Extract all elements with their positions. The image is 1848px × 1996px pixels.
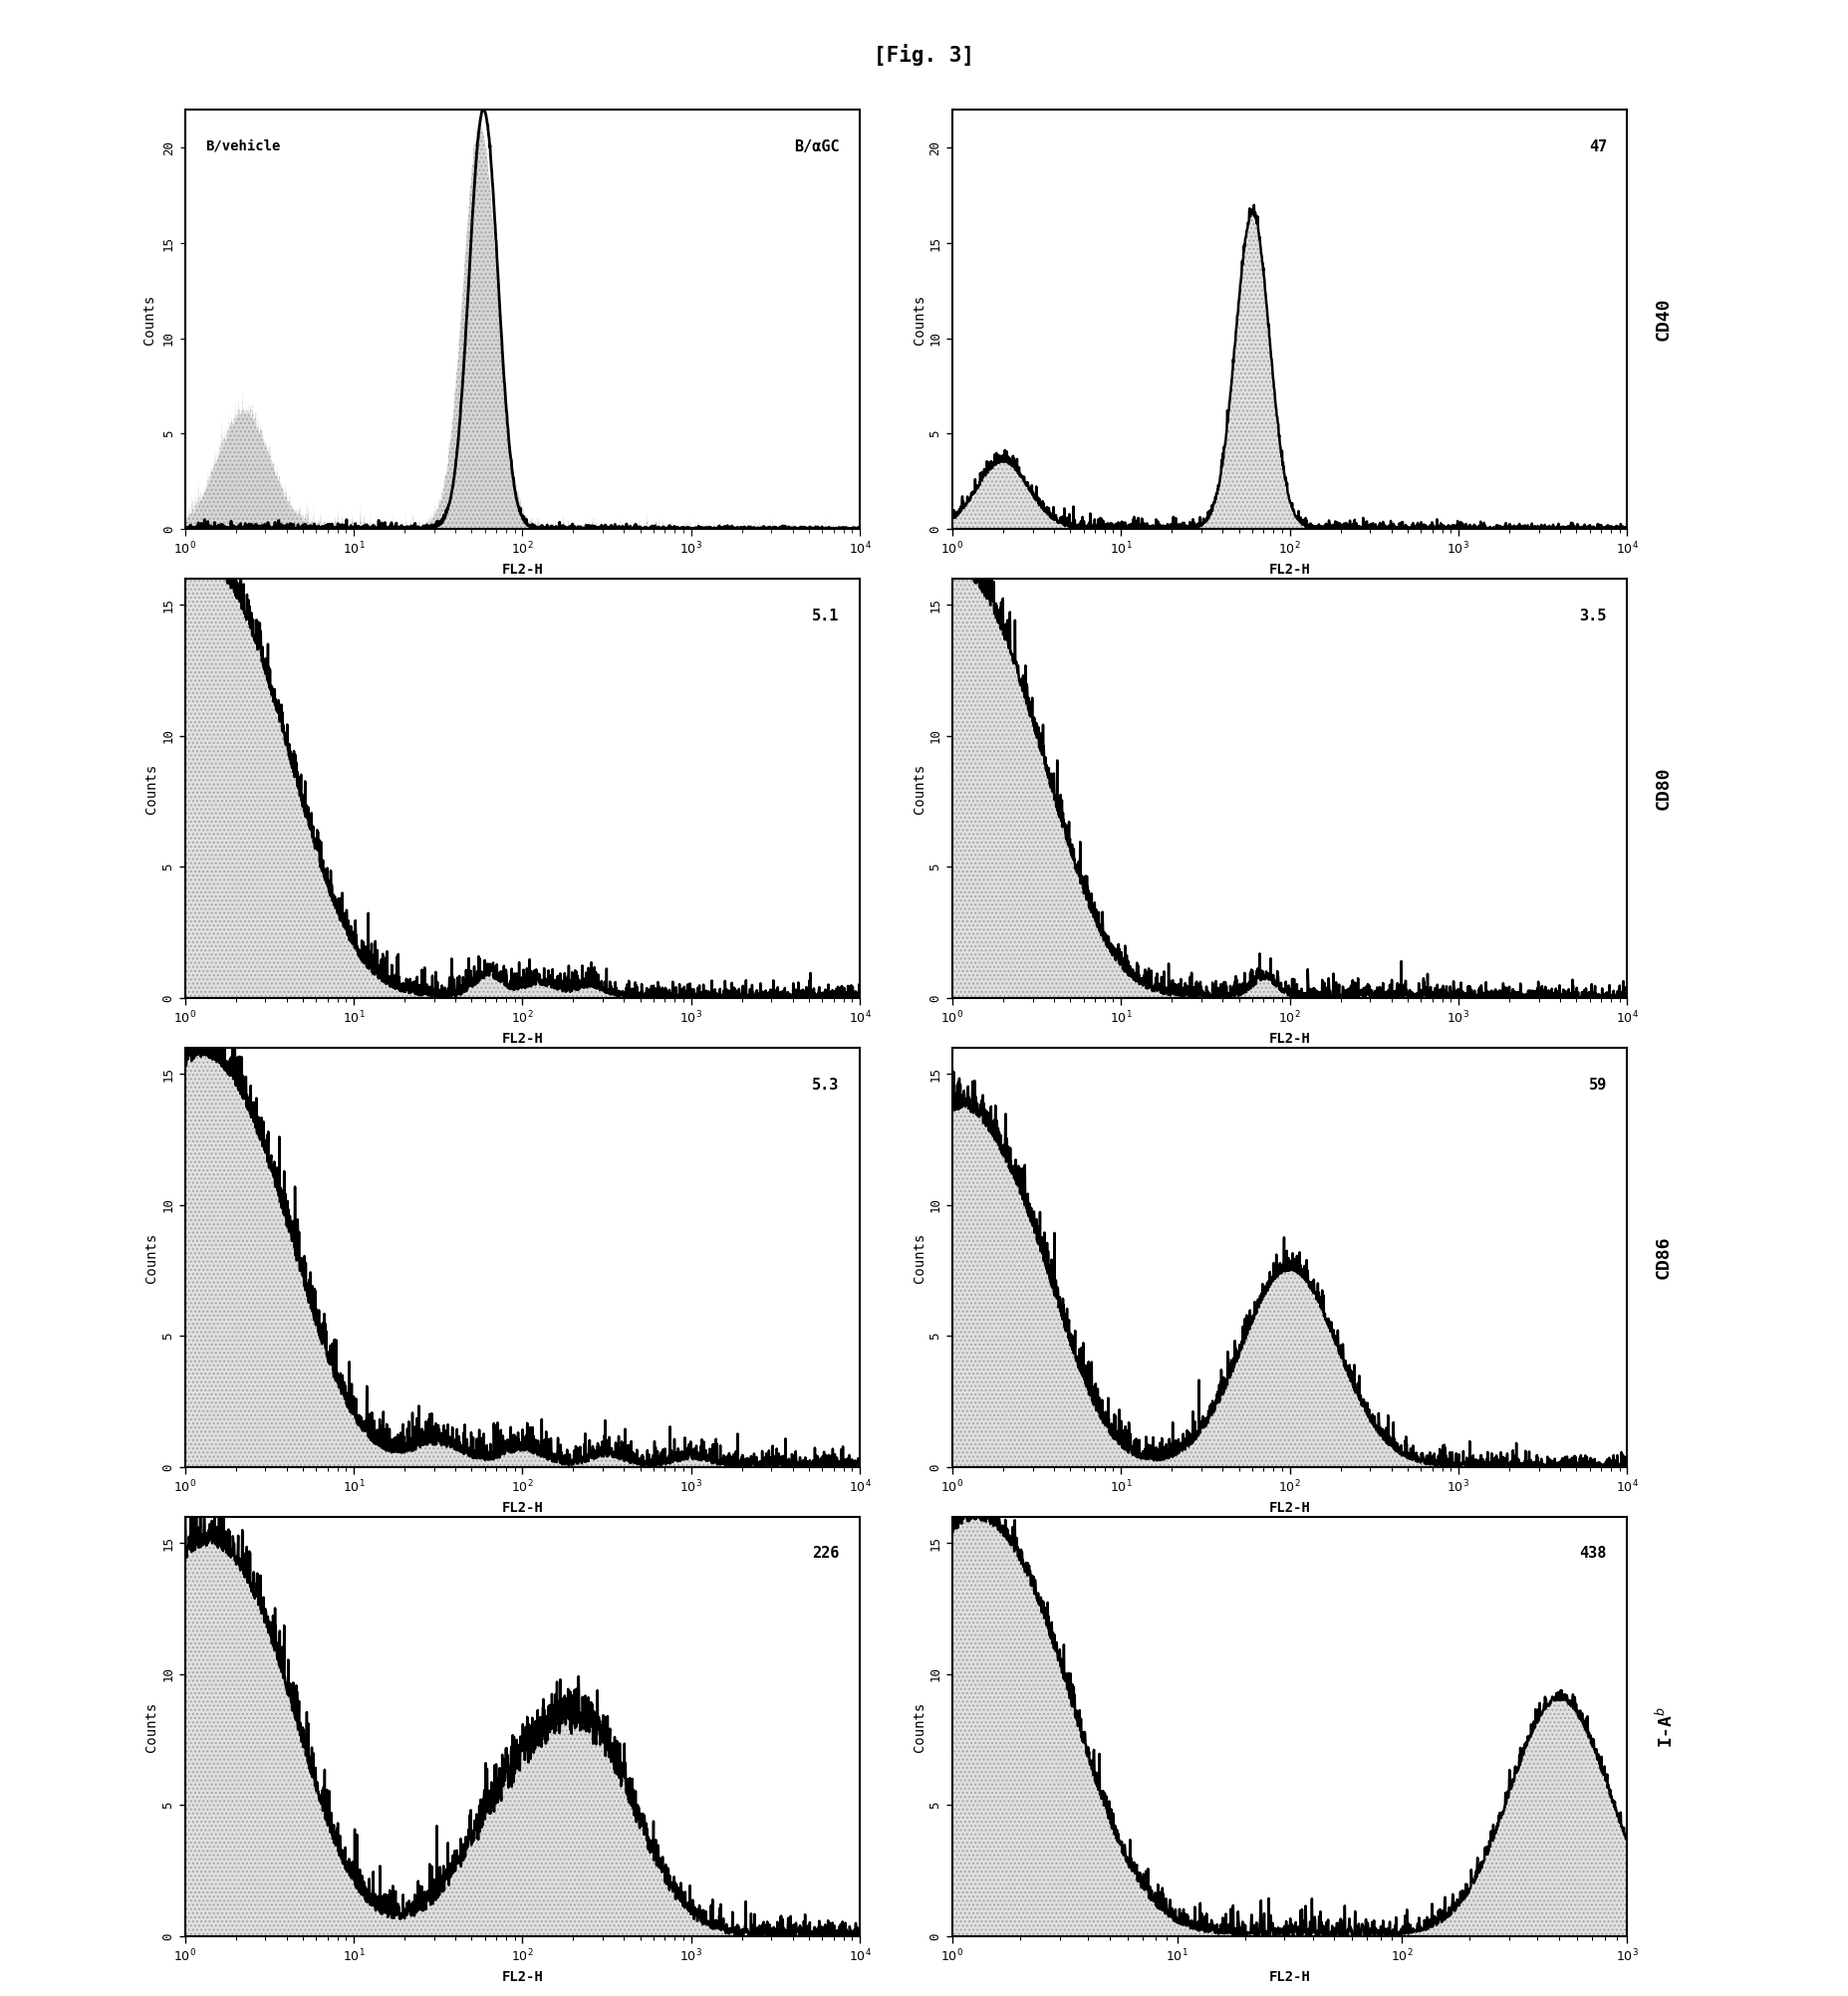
Text: B/vehicle: B/vehicle — [205, 140, 281, 154]
Text: [Fig. 3]: [Fig. 3] — [874, 44, 974, 66]
Y-axis label: Counts: Counts — [911, 1701, 926, 1752]
X-axis label: FL2-H: FL2-H — [501, 563, 543, 577]
Text: CD86: CD86 — [1654, 1236, 1672, 1279]
Text: 226: 226 — [811, 1547, 839, 1561]
Text: 438: 438 — [1578, 1547, 1606, 1561]
X-axis label: FL2-H: FL2-H — [1268, 1032, 1310, 1046]
X-axis label: FL2-H: FL2-H — [501, 1970, 543, 1984]
X-axis label: FL2-H: FL2-H — [1268, 1501, 1310, 1515]
Y-axis label: Counts: Counts — [144, 1701, 159, 1752]
Text: 3.5: 3.5 — [1578, 609, 1606, 623]
Text: 47: 47 — [1587, 140, 1606, 154]
Text: B/αGC: B/αGC — [793, 140, 839, 154]
Text: I-A$^b$: I-A$^b$ — [1654, 1705, 1674, 1748]
Y-axis label: Counts: Counts — [911, 1232, 926, 1283]
Y-axis label: Counts: Counts — [144, 762, 159, 814]
Y-axis label: Counts: Counts — [911, 293, 926, 345]
X-axis label: FL2-H: FL2-H — [1268, 563, 1310, 577]
X-axis label: FL2-H: FL2-H — [501, 1032, 543, 1046]
Text: CD80: CD80 — [1654, 766, 1672, 810]
Text: 5.3: 5.3 — [811, 1078, 839, 1092]
X-axis label: FL2-H: FL2-H — [1268, 1970, 1310, 1984]
Y-axis label: Counts: Counts — [144, 1232, 159, 1283]
Y-axis label: Counts: Counts — [911, 762, 926, 814]
X-axis label: FL2-H: FL2-H — [501, 1501, 543, 1515]
Text: 5.1: 5.1 — [811, 609, 839, 623]
Y-axis label: Counts: Counts — [142, 293, 157, 345]
Text: 59: 59 — [1587, 1078, 1606, 1092]
Text: CD40: CD40 — [1654, 297, 1672, 341]
